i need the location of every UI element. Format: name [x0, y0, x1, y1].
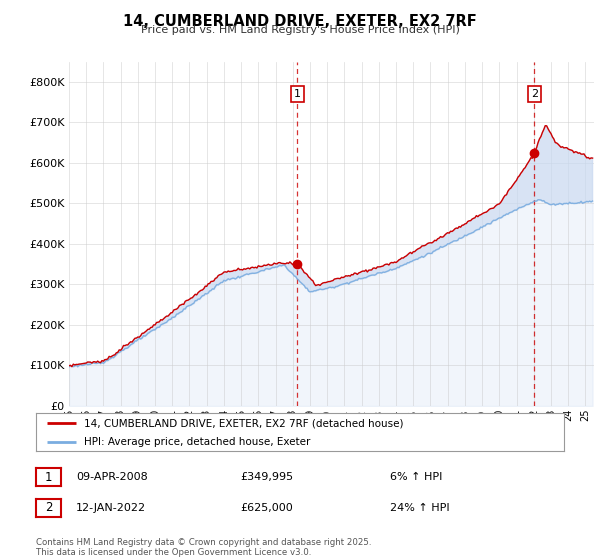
- Text: £349,995: £349,995: [240, 472, 293, 482]
- Text: 6% ↑ HPI: 6% ↑ HPI: [390, 472, 442, 482]
- Text: Price paid vs. HM Land Registry's House Price Index (HPI): Price paid vs. HM Land Registry's House …: [140, 25, 460, 35]
- Text: 24% ↑ HPI: 24% ↑ HPI: [390, 503, 449, 513]
- Text: 14, CUMBERLAND DRIVE, EXETER, EX2 7RF (detached house): 14, CUMBERLAND DRIVE, EXETER, EX2 7RF (d…: [83, 418, 403, 428]
- Text: 12-JAN-2022: 12-JAN-2022: [76, 503, 146, 513]
- Text: 14, CUMBERLAND DRIVE, EXETER, EX2 7RF: 14, CUMBERLAND DRIVE, EXETER, EX2 7RF: [123, 14, 477, 29]
- Text: Contains HM Land Registry data © Crown copyright and database right 2025.
This d: Contains HM Land Registry data © Crown c…: [36, 538, 371, 557]
- Text: HPI: Average price, detached house, Exeter: HPI: Average price, detached house, Exet…: [83, 437, 310, 447]
- Text: 2: 2: [45, 501, 52, 515]
- Text: 1: 1: [45, 470, 52, 484]
- Text: 09-APR-2008: 09-APR-2008: [76, 472, 148, 482]
- Text: 2: 2: [531, 89, 538, 99]
- Text: £625,000: £625,000: [240, 503, 293, 513]
- Text: 1: 1: [294, 89, 301, 99]
